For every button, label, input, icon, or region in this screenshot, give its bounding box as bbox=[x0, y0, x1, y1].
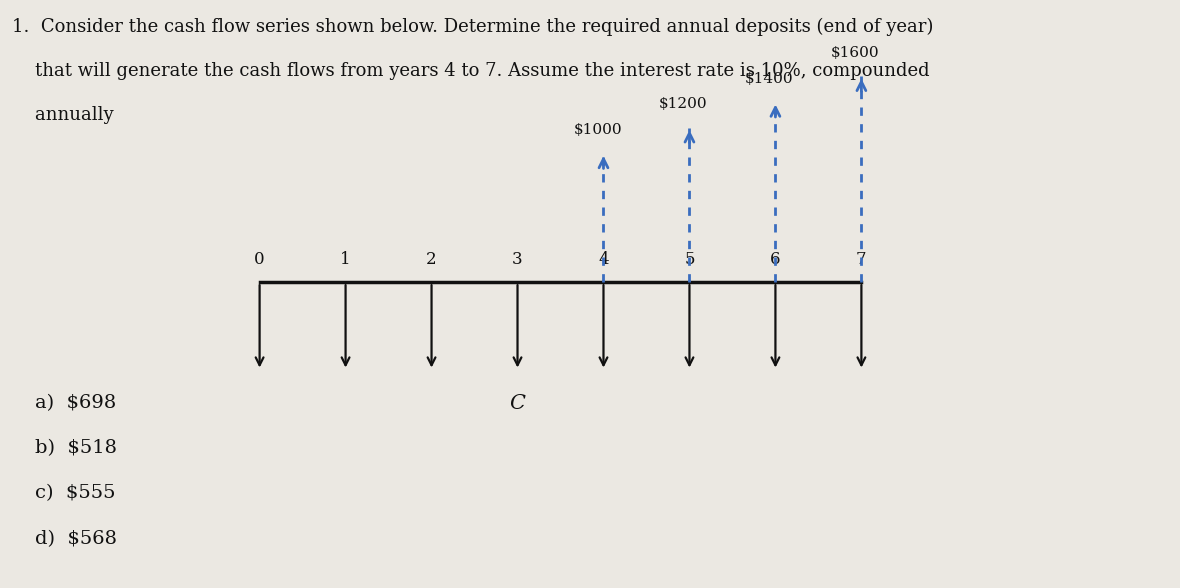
Text: $1200: $1200 bbox=[660, 98, 708, 112]
Text: 1: 1 bbox=[340, 250, 350, 268]
Text: annually: annually bbox=[12, 106, 113, 124]
Text: $1400: $1400 bbox=[746, 72, 794, 86]
Text: c)  $555: c) $555 bbox=[35, 485, 116, 503]
Text: $1000: $1000 bbox=[573, 123, 622, 137]
Text: that will generate the cash flows from years 4 to 7. Assume the interest rate is: that will generate the cash flows from y… bbox=[12, 62, 930, 80]
Text: 4: 4 bbox=[598, 250, 609, 268]
Text: 3: 3 bbox=[512, 250, 523, 268]
Text: 2: 2 bbox=[426, 250, 437, 268]
Text: 6: 6 bbox=[771, 250, 781, 268]
Text: $1600: $1600 bbox=[831, 46, 880, 60]
Text: C: C bbox=[510, 394, 525, 413]
Text: a)  $698: a) $698 bbox=[35, 394, 117, 412]
Text: d)  $568: d) $568 bbox=[35, 530, 117, 548]
Text: b)  $518: b) $518 bbox=[35, 439, 117, 457]
Text: 7: 7 bbox=[856, 250, 867, 268]
Text: 1.  Consider the cash flow series shown below. Determine the required annual dep: 1. Consider the cash flow series shown b… bbox=[12, 18, 933, 36]
Text: 5: 5 bbox=[684, 250, 695, 268]
Text: 0: 0 bbox=[254, 250, 266, 268]
